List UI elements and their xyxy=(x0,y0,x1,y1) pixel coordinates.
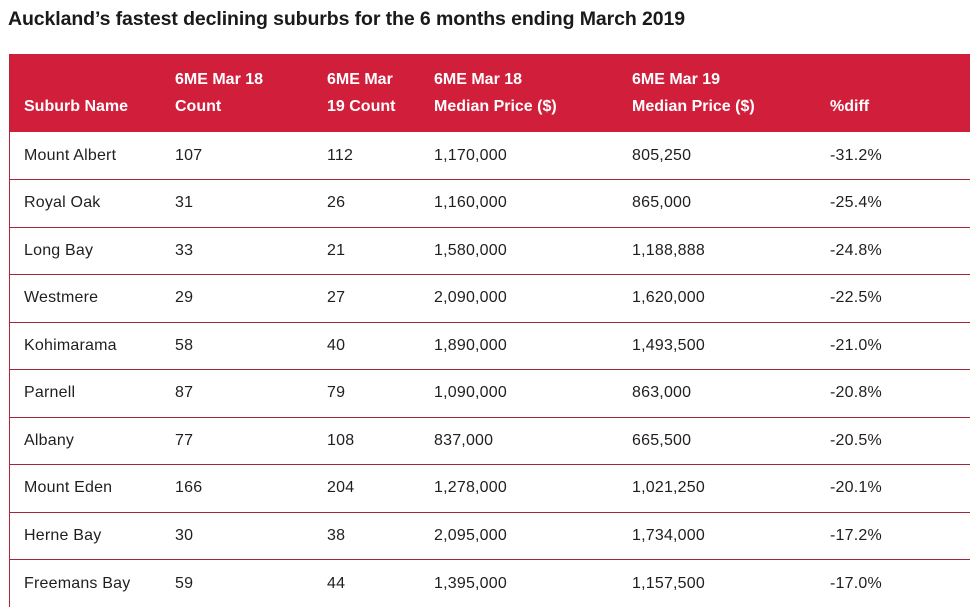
cell-mar19-count: 112 xyxy=(313,132,420,180)
cell-mar19-median: 665,500 xyxy=(618,417,816,465)
table-header: Suburb Name 6ME Mar 18 Count 6ME Mar 19 Coun… xyxy=(10,54,970,132)
page-title: Auckland’s fastest declining suburbs for… xyxy=(8,8,685,30)
suburbs-table-container: Suburb Name 6ME Mar 18 Count 6ME Mar 19 Coun… xyxy=(9,54,970,607)
table-row: Royal Oak 31 26 1,160,000 865,000 -25.4% xyxy=(10,179,970,228)
cell-mar18-count: 87 xyxy=(161,369,313,418)
cell-mar18-count: 58 xyxy=(161,322,313,370)
header-line xyxy=(24,66,161,93)
header-line: 19 Count xyxy=(327,98,396,115)
cell-mar19-median: 1,188,888 xyxy=(618,227,816,275)
cell-mar18-count: 33 xyxy=(161,227,313,275)
header-mar18-count: 6ME Mar 18 Count xyxy=(161,54,313,132)
cell-mar19-median: 865,000 xyxy=(618,179,816,228)
cell-suburb: Herne Bay xyxy=(10,512,161,560)
cell-mar19-count: 44 xyxy=(327,574,346,592)
cell-mar18-count: 31 xyxy=(161,179,313,228)
header-mar19-count: 6ME Mar 19 Count xyxy=(313,54,420,132)
table-row: Kohimarama 58 40 1,890,000 1,493,500 -21.0% xyxy=(10,322,970,370)
cell-mar19-median: 1,620,000 xyxy=(618,274,816,323)
cell-suburb: Royal Oak xyxy=(10,179,161,228)
cell-mar18-median: 2,090,000 xyxy=(420,274,618,323)
cell-mar18-median: 2,095,000 xyxy=(420,512,618,560)
header-line: 6ME Mar 19 xyxy=(632,71,721,88)
header-line: 6ME Mar 18 xyxy=(434,71,523,88)
table-body: Mount Albert 107 112 1,170,000 805,250 -31.2%… xyxy=(10,132,970,607)
header-mar18-median: 6ME Mar 18 Median Price ($) xyxy=(420,54,618,132)
cell-mar18-count: 59 xyxy=(175,574,194,592)
cell-mar19-count: 38 xyxy=(313,512,420,560)
cell-mar19-median: 863,000 xyxy=(618,369,816,418)
cell-suburb: Mount Albert xyxy=(10,132,161,180)
cell-pct-diff: -21.0% xyxy=(816,322,970,370)
cell-mar18-count: 107 xyxy=(161,132,313,180)
header-line: %diff xyxy=(830,98,870,115)
cell-mar18-median: 1,580,000 xyxy=(420,227,618,275)
cell-mar19-count: 27 xyxy=(313,274,420,323)
table-row: Mount Albert 107 112 1,170,000 805,250 -31.2% xyxy=(10,132,970,180)
cell-mar19-count: 204 xyxy=(313,464,420,513)
table-row: Albany 77 108 837,000 665,500 -20.5% xyxy=(10,417,970,465)
header-line: Median Price ($) xyxy=(434,98,557,115)
cell-mar19-count: 21 xyxy=(313,227,420,275)
header-line: Count xyxy=(175,98,222,115)
cell-mar19-median: 1,157,500 xyxy=(632,574,705,592)
cell-mar18-median: 1,090,000 xyxy=(420,369,618,418)
header-line: Suburb Name xyxy=(24,98,129,115)
header-row: Suburb Name 6ME Mar 18 Count 6ME Mar 19 Coun… xyxy=(10,54,970,132)
cell-mar19-count: 108 xyxy=(313,417,420,465)
cell-suburb: Freemans Bay xyxy=(24,574,131,592)
cell-mar18-median: 1,395,000 xyxy=(434,574,507,592)
suburbs-table: Suburb Name 6ME Mar 18 Count 6ME Mar 19 Coun… xyxy=(10,54,970,607)
cell-mar18-median: 1,160,000 xyxy=(420,179,618,228)
header-line xyxy=(830,66,970,93)
cell-pct-diff: -31.2% xyxy=(816,132,970,180)
cell-pct-diff: -17.2% xyxy=(816,512,970,560)
cell-suburb: Kohimarama xyxy=(10,322,161,370)
table-row: Long Bay 33 21 1,580,000 1,188,888 -24.8% xyxy=(10,227,970,275)
cell-mar18-median: 837,000 xyxy=(420,417,618,465)
cell-pct-diff: -22.5% xyxy=(816,274,970,323)
header-line: 6ME Mar 18 xyxy=(175,71,264,88)
header-line: 6ME Mar xyxy=(327,71,393,88)
cell-pct-diff: -20.5% xyxy=(816,417,970,465)
table-row: Herne Bay 30 38 2,095,000 1,734,000 -17.2% xyxy=(10,512,970,560)
cell-suburb: Albany xyxy=(10,417,161,465)
cell-mar19-median: 1,734,000 xyxy=(618,512,816,560)
cell-pct-diff: -20.8% xyxy=(816,369,970,418)
cell-mar19-count: 79 xyxy=(313,369,420,418)
cell-suburb: Mount Eden xyxy=(10,464,161,513)
cell-mar18-median: 1,890,000 xyxy=(420,322,618,370)
cell-pct-diff: -24.8% xyxy=(816,227,970,275)
cell-mar18-median: 1,170,000 xyxy=(420,132,618,180)
cell-mar19-median: 805,250 xyxy=(618,132,816,180)
cell-suburb: Parnell xyxy=(10,369,161,418)
cell-mar18-count: 166 xyxy=(161,464,313,513)
cell-mar18-count: 29 xyxy=(161,274,313,323)
cell-mar19-median: 1,493,500 xyxy=(618,322,816,370)
header-suburb-name: Suburb Name xyxy=(10,54,161,132)
cell-pct-diff: -20.1% xyxy=(816,464,970,513)
cell-mar18-count: 77 xyxy=(161,417,313,465)
header-pct-diff: %diff xyxy=(816,54,970,132)
table-row: Westmere 29 27 2,090,000 1,620,000 -22.5% xyxy=(10,274,970,323)
cell-mar19-count: 40 xyxy=(313,322,420,370)
header-mar19-median: 6ME Mar 19 Median Price ($) xyxy=(618,54,816,132)
cell-mar18-count: 30 xyxy=(161,512,313,560)
table-row: Freemans Bay 59 44 1,395,000 1,157,500 -17.0% xyxy=(10,560,970,607)
cell-mar19-count: 26 xyxy=(313,179,420,228)
table-row: Mount Eden 166 204 1,278,000 1,021,250 -20.1% xyxy=(10,464,970,513)
cell-pct-diff: -17.0% xyxy=(830,574,882,592)
cell-suburb: Westmere xyxy=(10,274,161,323)
cell-mar19-median: 1,021,250 xyxy=(618,464,816,513)
cell-pct-diff: -25.4% xyxy=(816,179,970,228)
cell-mar18-median: 1,278,000 xyxy=(420,464,618,513)
header-line: Median Price ($) xyxy=(632,98,755,115)
cell-suburb: Long Bay xyxy=(10,227,161,275)
table-row: Parnell 87 79 1,090,000 863,000 -20.8% xyxy=(10,369,970,418)
